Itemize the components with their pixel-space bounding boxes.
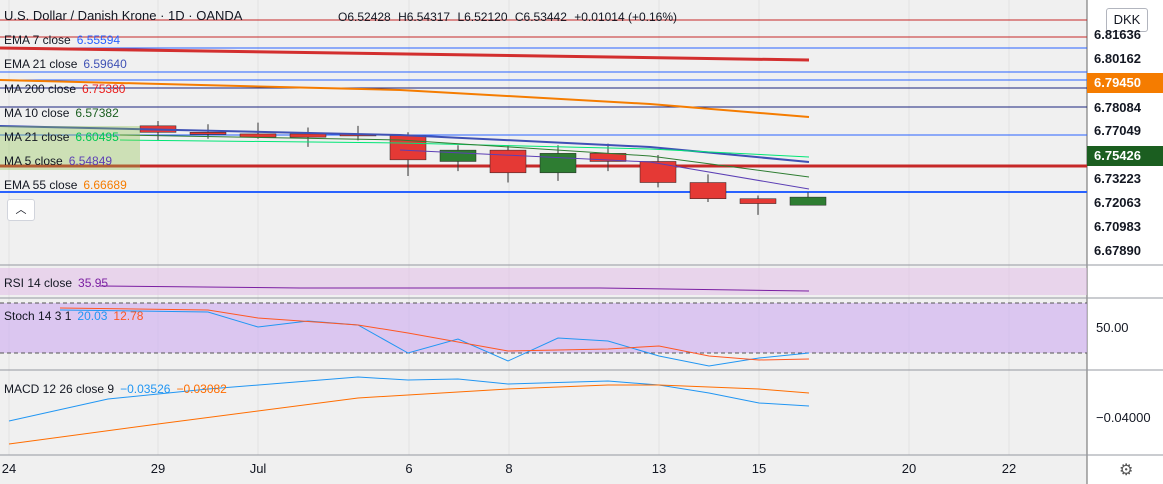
candle-body	[439, 149, 477, 162]
rsi-line	[99, 285, 810, 292]
stoch-d-line	[59, 307, 810, 361]
currency-badge[interactable]: DKK	[1106, 8, 1148, 32]
price-tick: 6.70983	[1094, 219, 1141, 234]
x-tick: 24	[1, 461, 17, 476]
x-tick: 22	[1001, 461, 1017, 476]
signal-line	[8, 384, 810, 445]
price-tick: 6.72063	[1094, 195, 1141, 210]
price-tick-highlighted: 6.79450	[1087, 73, 1163, 93]
x-tick: 13	[651, 461, 667, 476]
candle-body	[789, 196, 827, 206]
ma10-line	[119, 134, 810, 178]
chevron-up-icon: ︿	[15, 204, 27, 216]
x-tick: 8	[505, 461, 513, 476]
candle-body	[739, 198, 777, 204]
legend-ema55[interactable]: EMA 55 close 6.66689	[4, 178, 127, 192]
macd-line	[8, 376, 810, 422]
rsi-legend[interactable]: RSI 14 close 35.95	[4, 276, 109, 290]
x-tick: 20	[901, 461, 917, 476]
gear-icon[interactable]: ⚙	[1119, 462, 1134, 479]
legend-ma21[interactable]: MA 21 close 6.60495	[4, 130, 119, 144]
stoch-legend[interactable]: Stoch 14 3 1 20.03 12.78	[4, 309, 144, 323]
ma5-line	[399, 149, 810, 190]
x-tick: 29	[150, 461, 166, 476]
legend-ema7[interactable]: EMA 7 close 6.55594	[4, 33, 121, 47]
ohlc-values: O6.52428 H6.54317 L6.52120 C6.53442 +0.0…	[338, 10, 681, 24]
open-value: O6.52428	[338, 10, 391, 24]
price-tick: 6.80162	[1094, 51, 1141, 66]
interval[interactable]: 1D	[168, 8, 185, 23]
ema55-line	[0, 79, 810, 118]
high-value: H6.54317	[398, 10, 451, 24]
low-value: L6.52120	[457, 10, 508, 24]
legend-highlight	[0, 126, 140, 170]
ma21-line	[119, 139, 810, 158]
price-tick: 6.73223	[1094, 171, 1141, 186]
candle-body	[289, 133, 327, 138]
x-tick: Jul	[249, 461, 267, 476]
x-tick: 15	[751, 461, 767, 476]
candle-body	[489, 149, 527, 174]
chart-title: U.S. Dollar / Danish Krone · 1D · OANDA	[4, 8, 243, 23]
legend-ma200[interactable]: MA 200 close 6.75380	[4, 82, 126, 96]
candle-body	[389, 135, 427, 161]
candle-body	[239, 133, 277, 138]
candle-body	[639, 161, 677, 183]
legend-ema21[interactable]: EMA 21 close 6.59640	[4, 57, 127, 71]
price-tick: 6.81636	[1094, 27, 1141, 42]
change-value: +0.01014 (+0.16%)	[574, 10, 677, 24]
close-value: C6.53442	[514, 10, 567, 24]
price-tick: 6.78084	[1094, 100, 1141, 115]
legend-ma10[interactable]: MA 10 close 6.57382	[4, 106, 119, 120]
candle-body	[689, 182, 727, 199]
candle-body	[189, 132, 227, 135]
plot-background	[0, 0, 1087, 484]
exchange: OANDA	[196, 8, 243, 23]
macd-legend[interactable]: MACD 12 26 close 9 −0.03526 −0.03082	[4, 382, 227, 396]
ema21-line	[0, 125, 810, 163]
legend-ma5[interactable]: MA 5 close 6.54849	[4, 154, 113, 168]
price-tick: 6.77049	[1094, 123, 1141, 138]
stoch-axis-label: 50.00	[1096, 320, 1129, 335]
ma200-line	[0, 46, 810, 62]
macd-axis-label: −0.04000	[1096, 410, 1151, 425]
stoch-k-line	[59, 309, 810, 367]
price-tick: 6.67890	[1094, 243, 1141, 258]
collapse-legend-button[interactable]: ︿	[7, 199, 35, 221]
candle-body	[539, 153, 577, 174]
price-tick-highlighted: 6.75426	[1087, 146, 1163, 166]
stoch-band	[0, 303, 1087, 353]
rsi-band	[0, 268, 1087, 295]
symbol-name: U.S. Dollar / Danish Krone	[4, 8, 157, 23]
x-tick: 6	[405, 461, 413, 476]
